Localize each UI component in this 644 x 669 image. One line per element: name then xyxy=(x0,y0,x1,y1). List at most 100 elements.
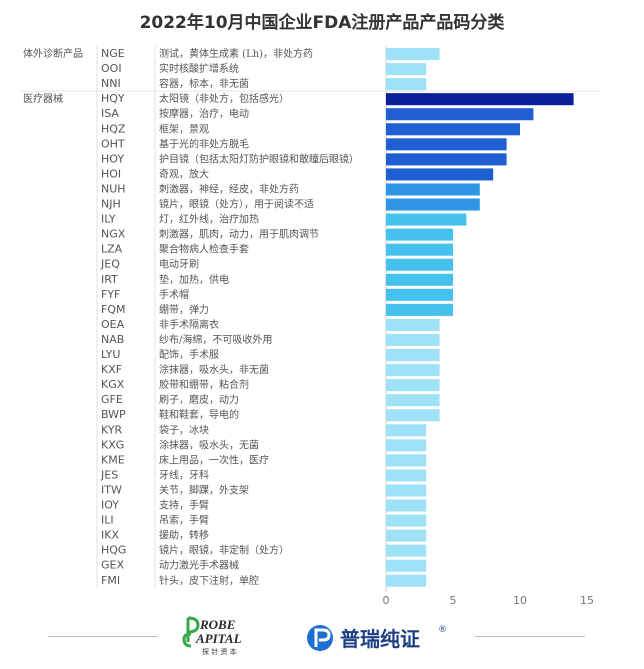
bar-OHT xyxy=(386,138,507,151)
bar-ILI xyxy=(386,514,427,527)
bar-ISA xyxy=(386,108,534,121)
row-code: NGX xyxy=(101,228,126,241)
bar-NAB xyxy=(386,333,440,346)
row-description: 床上用品，一次性，医疗 xyxy=(159,453,269,466)
row-description: 刺激器，肌肉，动力，用于肌肉调节 xyxy=(159,228,319,241)
row-description: 框架，景观 xyxy=(159,122,209,135)
row-description: 纱布/海绵，不可吸收外用 xyxy=(159,333,272,346)
bar-KYR xyxy=(386,424,427,437)
row-description: 聚合物病人检查手套 xyxy=(159,243,249,256)
row-code: NAB xyxy=(101,333,124,346)
row-description: 吊索，手臂 xyxy=(159,514,209,527)
row-description: 涂抹器，吸水头，无菌 xyxy=(159,438,259,451)
row-code: NNI xyxy=(101,77,121,90)
bar-NNI xyxy=(386,78,427,91)
row-code: KME xyxy=(101,453,125,466)
row-description: 护目镜（包括太阳灯防护眼镜和散瞳后眼镜） xyxy=(159,152,359,165)
bar-HOY xyxy=(386,153,507,166)
bar-FMI xyxy=(386,574,427,587)
row-code: GEX xyxy=(101,559,124,572)
bar-JES xyxy=(386,469,427,482)
row-description: 针头，皮下注射，单腔 xyxy=(159,574,259,587)
row-description: 援助，转移 xyxy=(159,529,209,542)
row-description: 配饰，手术服 xyxy=(159,348,219,361)
row-description: 刷子，磨皮，动力 xyxy=(159,393,239,406)
row-code: OHT xyxy=(101,137,125,150)
row-description: 按摩器，治疗，电动 xyxy=(159,107,249,120)
row-description: 涂抹器，吸水头，非无菌 xyxy=(159,363,269,376)
row-description: 绷带，弹力 xyxy=(159,303,209,316)
group-label-1: 医疗器械 xyxy=(23,92,63,105)
row-code: KGX xyxy=(101,378,125,391)
footer-divider-right xyxy=(475,636,585,637)
row-description: 关节，脚踝，外支架 xyxy=(159,483,249,496)
bar-NUH xyxy=(386,183,480,196)
group-label-0: 体外诊断产品 xyxy=(23,47,83,60)
row-description: 动力激光手术器械 xyxy=(159,559,239,572)
row-description: 垫，加热，供电 xyxy=(159,273,229,286)
row-description: 手术帽 xyxy=(159,288,189,301)
row-code: NGE xyxy=(101,47,125,60)
bar-HQZ xyxy=(386,123,520,136)
x-tick-label: 5 xyxy=(450,594,457,607)
row-code: LZA xyxy=(101,243,123,256)
row-code: HOI xyxy=(101,167,121,180)
probe-capital-line1: ROBE xyxy=(199,617,236,632)
row-code: ILI xyxy=(101,514,114,527)
row-description: 奇观，放大 xyxy=(159,167,209,180)
row-description: 牙线，牙科 xyxy=(159,468,209,481)
bar-KXF xyxy=(386,364,440,377)
bar-NGX xyxy=(386,228,453,241)
bar-KME xyxy=(386,454,427,467)
bar-LZA xyxy=(386,243,453,256)
row-code: IOY xyxy=(101,499,119,512)
row-code: NJH xyxy=(101,198,121,211)
row-code: HQY xyxy=(101,92,125,105)
row-code: IRT xyxy=(101,273,118,286)
row-code: KXF xyxy=(101,363,122,376)
bar-NJH xyxy=(386,198,480,211)
row-code: FYF xyxy=(101,288,120,301)
row-description: 非手术隔离衣 xyxy=(159,318,219,331)
row-code: FMI xyxy=(101,574,120,587)
purui-logo: 普瑞纯证 ® xyxy=(307,625,447,651)
bar-ILY xyxy=(386,213,467,226)
row-description: 鞋和鞋套，导电的 xyxy=(159,408,239,421)
chart-title: 2022年10月中国企业FDA注册产品产品码分类 xyxy=(139,13,505,33)
row-code: FQM xyxy=(101,303,125,316)
row-code: KXG xyxy=(101,438,124,451)
row-code: OOI xyxy=(101,62,122,75)
row-code: JEQ xyxy=(100,258,120,271)
row-code: IKX xyxy=(101,529,119,542)
row-description: 灯，红外线，治疗加热 xyxy=(159,213,259,226)
row-description: 实时核酸扩增系统 xyxy=(159,62,239,75)
bar-OEA xyxy=(386,318,440,331)
bar-NGE xyxy=(386,48,440,61)
row-code: ISA xyxy=(101,107,119,120)
bar-HQY xyxy=(386,93,574,106)
bar-FQM xyxy=(386,303,453,316)
row-description: 太阳镜（非处方，包括感光） xyxy=(159,92,289,105)
bar-OOI xyxy=(386,63,427,76)
bar-KXG xyxy=(386,439,427,452)
probe-capital-subtitle: 探 针 资 本 xyxy=(202,647,237,656)
row-code: OEA xyxy=(101,318,125,331)
probe-capital-line2: APITAL xyxy=(195,631,242,646)
row-code: NUH xyxy=(101,182,126,195)
row-code: HQG xyxy=(101,544,126,557)
row-code: ITW xyxy=(101,483,122,496)
purui-logo-mark: ® xyxy=(438,625,447,635)
row-description: 镜片，眼镜，非定制（处方） xyxy=(159,544,289,557)
row-description: 测试，黄体生成素 (Lh)，非处方药 xyxy=(159,47,313,60)
row-code: KYR xyxy=(101,423,123,436)
bar-HQG xyxy=(386,544,427,557)
row-description: 容器，标本，非无菌 xyxy=(159,77,249,90)
row-description: 电动牙刷 xyxy=(159,258,199,271)
bar-GFE xyxy=(386,394,440,407)
row-description: 刺激器，神经，经皮，非处方药 xyxy=(159,182,299,195)
bar-KGX xyxy=(386,379,440,392)
row-code: HOY xyxy=(101,152,124,165)
row-code: GFE xyxy=(101,393,123,406)
bar-IRT xyxy=(386,273,453,286)
